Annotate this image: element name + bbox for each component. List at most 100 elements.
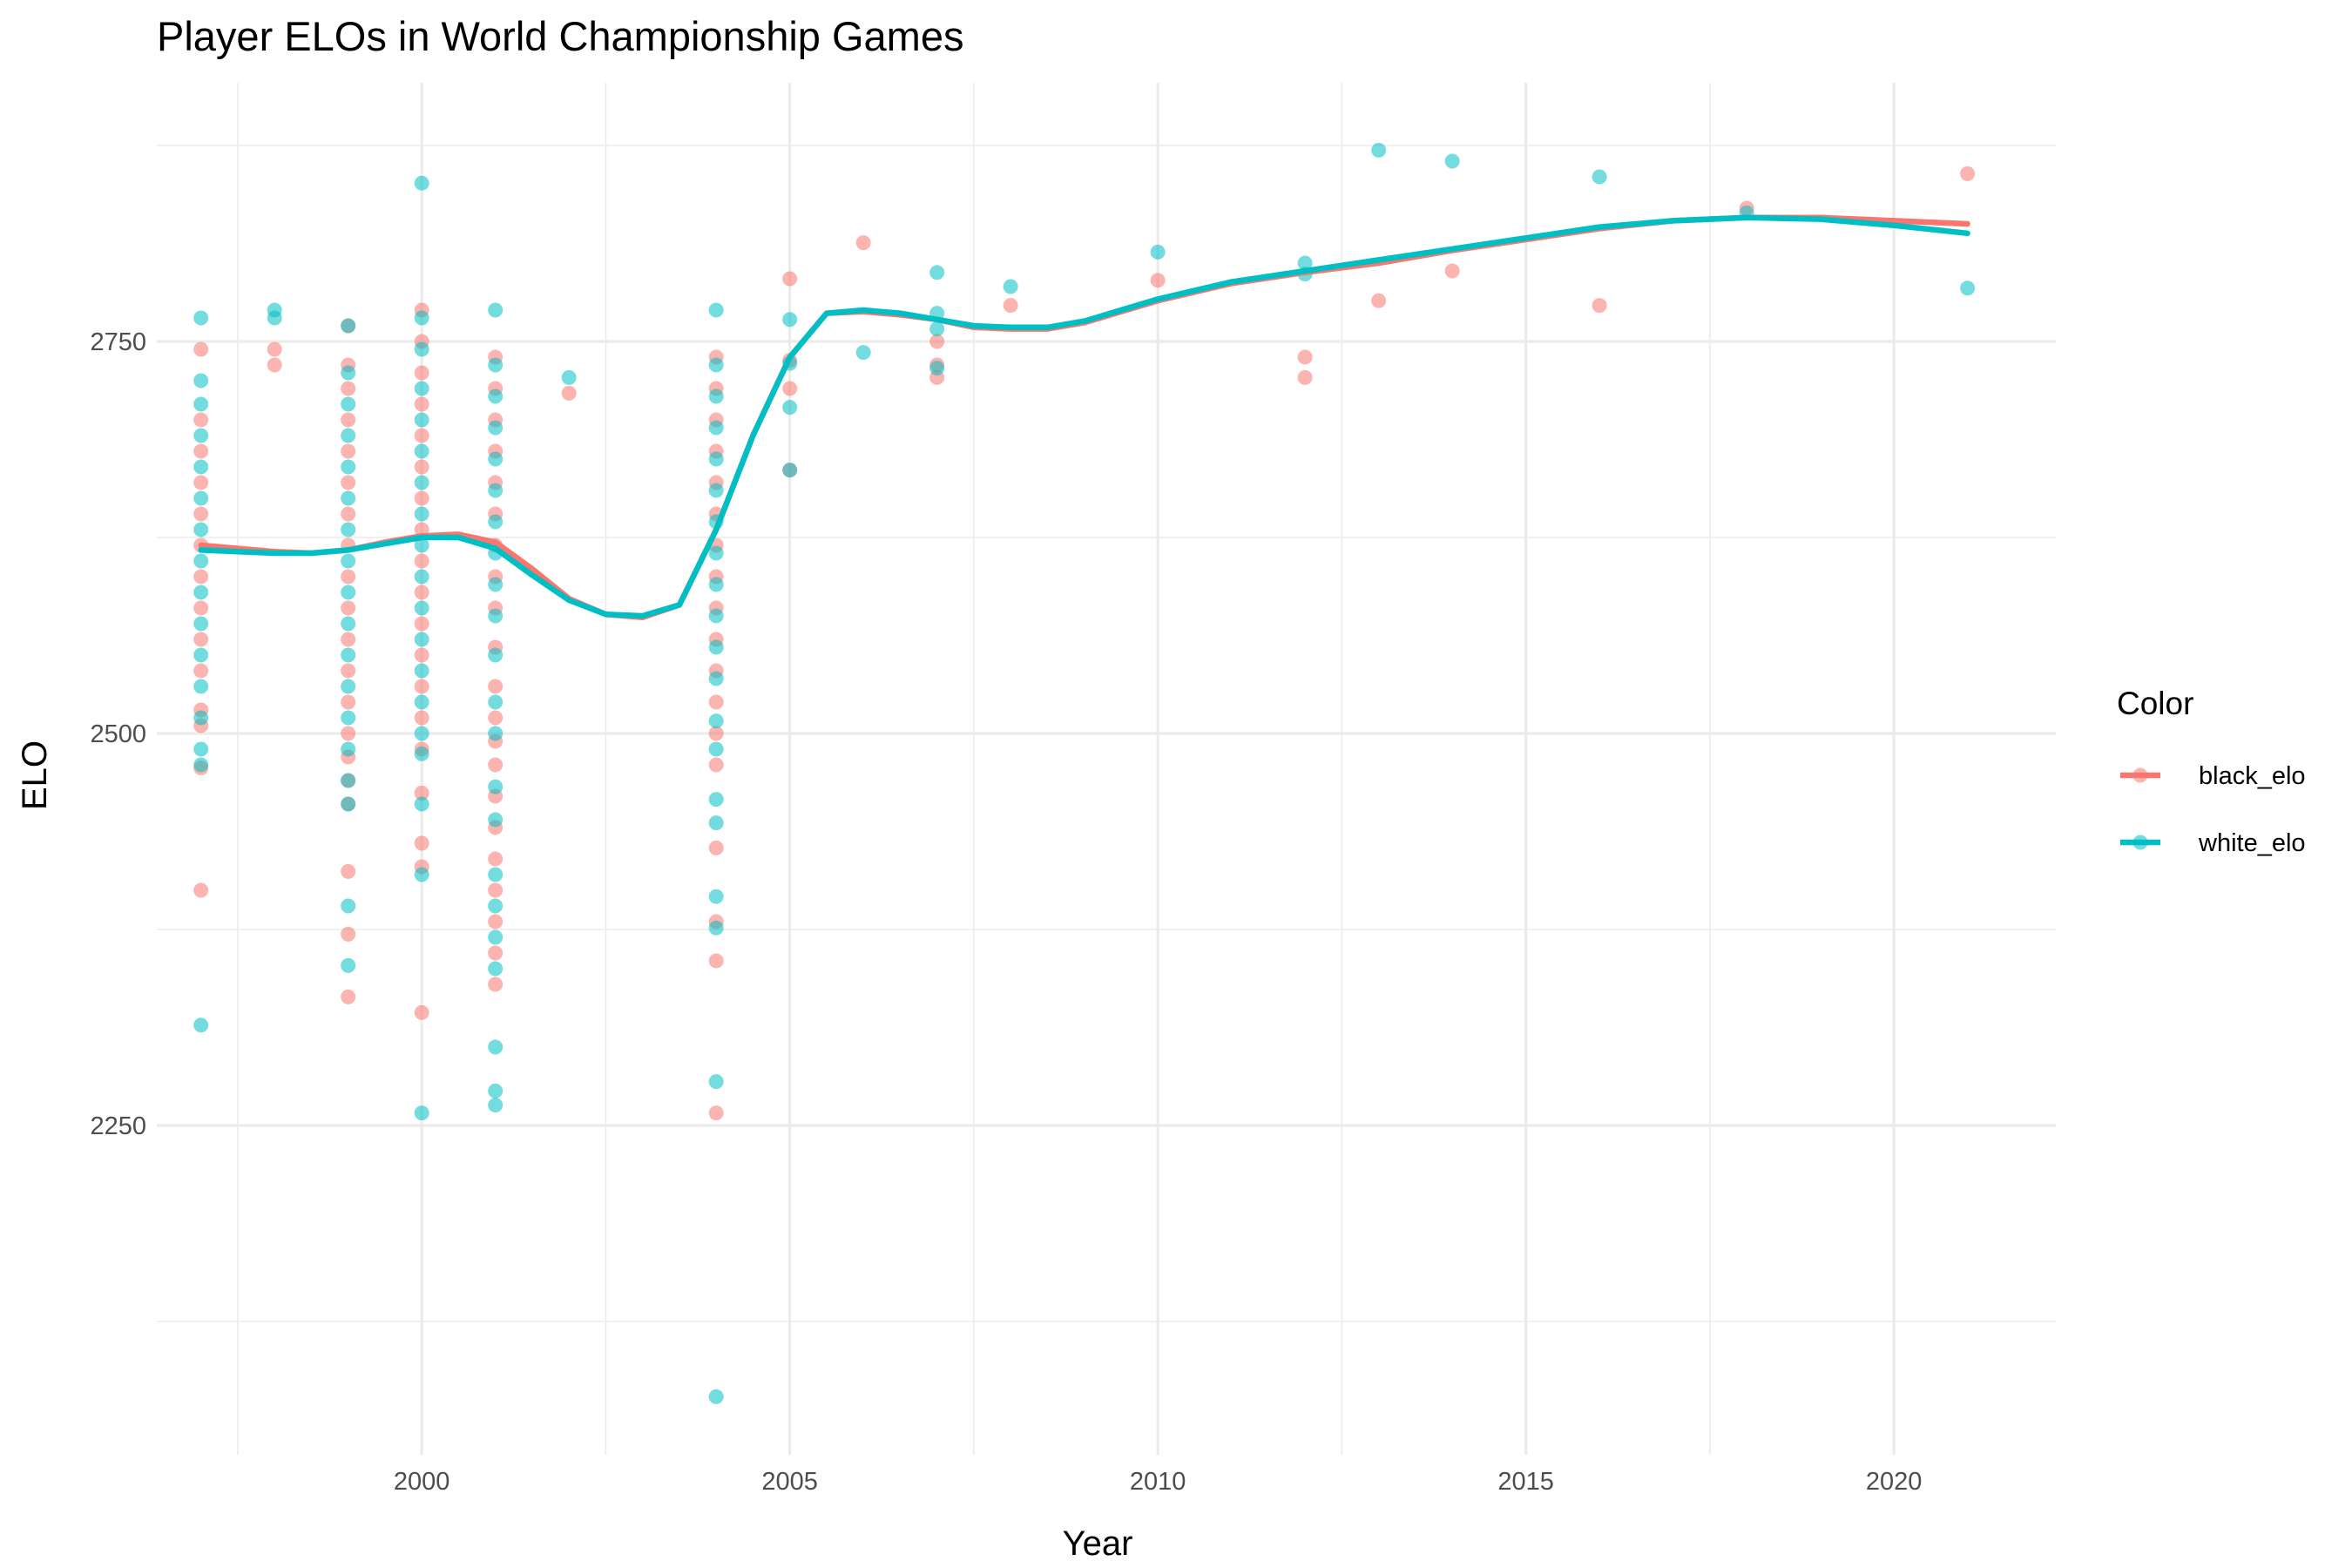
white_elo-point [488, 812, 504, 828]
black_elo-point [708, 726, 724, 741]
white_elo-point [414, 381, 429, 396]
black_elo-point [414, 490, 429, 506]
black_elo-point [341, 989, 356, 1004]
white_elo-point [1297, 255, 1313, 271]
black_elo-point [341, 412, 356, 428]
white_elo-point [193, 310, 209, 326]
white_elo-point [708, 920, 724, 936]
white_elo-point [488, 451, 504, 467]
black_elo-point [414, 679, 429, 694]
white_elo-point [929, 265, 945, 280]
white_elo-point [708, 815, 724, 831]
black_elo-point [1297, 349, 1313, 365]
legend-label-white_elo: white_elo [2198, 829, 2306, 857]
black_elo-point [341, 381, 356, 396]
white_elo-point [193, 585, 209, 600]
black_elo-point [341, 726, 356, 741]
black_elo-point [267, 357, 282, 373]
black_elo-point [1592, 298, 1607, 314]
white_elo-legend-point [2132, 835, 2148, 850]
white_elo-point [488, 867, 504, 882]
x-tick-label: 2020 [1866, 1468, 1923, 1496]
white_elo-point [414, 175, 429, 191]
white_elo-point [193, 741, 209, 757]
black_elo-point [341, 632, 356, 647]
white_elo-point [488, 302, 504, 318]
white_elo-point [414, 796, 429, 812]
black_elo-point [488, 710, 504, 726]
x-tick-label: 2000 [394, 1468, 450, 1496]
black_elo-point [193, 475, 209, 490]
white_elo-point [193, 522, 209, 537]
black_elo-point [341, 475, 356, 490]
white_elo-point [341, 796, 356, 812]
white_elo-point [414, 1105, 429, 1121]
white_elo-point [341, 459, 356, 475]
white_elo-point [341, 773, 356, 788]
white_elo-point [488, 420, 504, 436]
white_elo-point [708, 608, 724, 624]
white_elo-point [414, 632, 429, 647]
black_elo-point [708, 840, 724, 855]
black_elo-point [708, 953, 724, 969]
black_elo-point [1150, 273, 1166, 288]
black_elo-point [414, 585, 429, 600]
white_elo-point [488, 1083, 504, 1098]
white_elo-point [488, 389, 504, 404]
y-tick-label: 2750 [90, 328, 146, 356]
white_elo-point [1371, 142, 1387, 158]
white_elo-point [341, 553, 356, 569]
white_elo-point [488, 961, 504, 977]
black_elo-point [193, 632, 209, 647]
white_elo-point [414, 475, 429, 490]
white_elo-point [341, 741, 356, 757]
white_elo-point [341, 898, 356, 914]
white_elo-point [488, 647, 504, 663]
white_elo-point [488, 898, 504, 914]
black_elo-point [708, 1105, 724, 1121]
x-axis-title: Year [1063, 1524, 1133, 1563]
black_elo-point [488, 945, 504, 961]
black_elo-point [1960, 166, 1976, 181]
black_elo-point [782, 381, 798, 396]
legend: Color black_elo white_elo [2117, 686, 2306, 857]
black_elo-point [708, 694, 724, 710]
white_elo-point [341, 522, 356, 537]
white_elo-point [414, 341, 429, 357]
white_elo-point [1003, 279, 1018, 294]
white_elo-point [488, 694, 504, 710]
white_elo-point [193, 710, 209, 726]
black_elo-point [414, 710, 429, 726]
black_elo-point [488, 679, 504, 694]
white_elo-point [929, 321, 945, 337]
black_elo-point [193, 882, 209, 898]
white_elo-point [414, 663, 429, 679]
white_elo-point [414, 600, 429, 616]
black_elo-point [1371, 293, 1387, 308]
white_elo-point [488, 608, 504, 624]
white_elo-point [708, 1389, 724, 1404]
black_elo-point [1003, 298, 1018, 314]
black_elo-point [193, 412, 209, 428]
white_elo-point [193, 459, 209, 475]
white_elo-point [193, 373, 209, 389]
black_elo-point [488, 914, 504, 929]
y-axis-title: ELO [16, 740, 54, 810]
black_elo-point [341, 926, 356, 942]
white_elo-point [267, 310, 282, 326]
white_elo-point [1150, 244, 1166, 260]
white_elo-point [708, 389, 724, 404]
white_elo-point [341, 585, 356, 600]
black_elo-point [414, 785, 429, 801]
white_elo-point [193, 553, 209, 569]
black_elo-point [855, 235, 871, 251]
black_elo-point [488, 757, 504, 773]
white_elo-point [193, 490, 209, 506]
black_elo-point [267, 341, 282, 357]
white_elo-point [782, 312, 798, 328]
white_elo-point [1592, 169, 1607, 185]
white_elo-point [193, 428, 209, 443]
white_elo-point [708, 792, 724, 808]
white_elo-point [488, 357, 504, 373]
